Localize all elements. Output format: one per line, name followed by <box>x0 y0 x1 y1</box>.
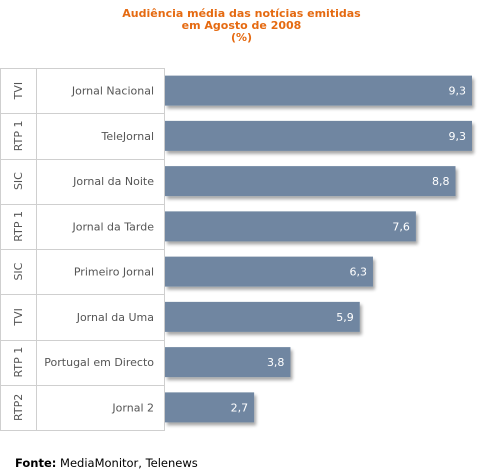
program-label: Jornal 2 <box>111 401 154 414</box>
channel-label: RTP2 <box>12 394 25 421</box>
bar <box>165 347 291 378</box>
category-labels: TVI Jornal Nacional RTP 1 TeleJornal SIC Jorn… <box>12 82 154 421</box>
source-label: Fonte: <box>15 456 57 470</box>
program-label: Jornal da Noite <box>72 175 154 188</box>
channel-label: TVI <box>12 82 25 101</box>
bar <box>165 166 456 197</box>
bar <box>165 75 472 106</box>
channel-label: SIC <box>12 172 25 190</box>
program-label: TeleJornal <box>100 130 154 143</box>
bar <box>165 120 472 151</box>
channel-label: RTP 1 <box>12 211 25 242</box>
program-label: Jornal Nacional <box>71 85 154 98</box>
program-label: Jornal da Tarde <box>71 220 154 233</box>
program-label: Primeiro Jornal <box>74 266 154 279</box>
bar <box>165 256 373 287</box>
channel-label: TVI <box>12 308 25 327</box>
bar <box>165 392 255 423</box>
source-text: MediaMonitor, Telenews <box>60 456 198 470</box>
program-label: Jornal da Uma <box>76 311 154 324</box>
channel-label: RTP 1 <box>12 121 25 152</box>
chart-title-line-1: Audiência média das notícias emitidas <box>122 7 361 20</box>
channel-label: RTP 1 <box>12 347 25 378</box>
chart-title-line-2: em Agosto de 2008 <box>181 19 302 32</box>
bar-value-label: 7,6 <box>392 220 410 233</box>
bar-value-label: 5,9 <box>336 311 354 324</box>
bars: 9,3 9,3 8,8 7,6 6,3 5,9 3,8 2,7 <box>165 75 472 423</box>
bar <box>165 211 416 242</box>
chart-title-line-3: (%) <box>230 31 253 44</box>
bar-value-label: 2,7 <box>231 401 249 414</box>
bar <box>165 301 360 332</box>
bar-value-label: 8,8 <box>432 175 450 188</box>
bar-value-label: 9,3 <box>449 130 467 143</box>
chart-title: Audiência média das notícias emitidas em… <box>0 8 483 44</box>
channel-label: SIC <box>12 262 25 280</box>
source-note: Fonte: MediaMonitor, Telenews <box>15 456 198 470</box>
program-label: Portugal em Directo <box>44 356 154 369</box>
row-grid <box>0 68 165 431</box>
bar-value-label: 6,3 <box>349 266 367 279</box>
bar-value-label: 9,3 <box>449 85 467 98</box>
bar-value-label: 3,8 <box>267 356 285 369</box>
